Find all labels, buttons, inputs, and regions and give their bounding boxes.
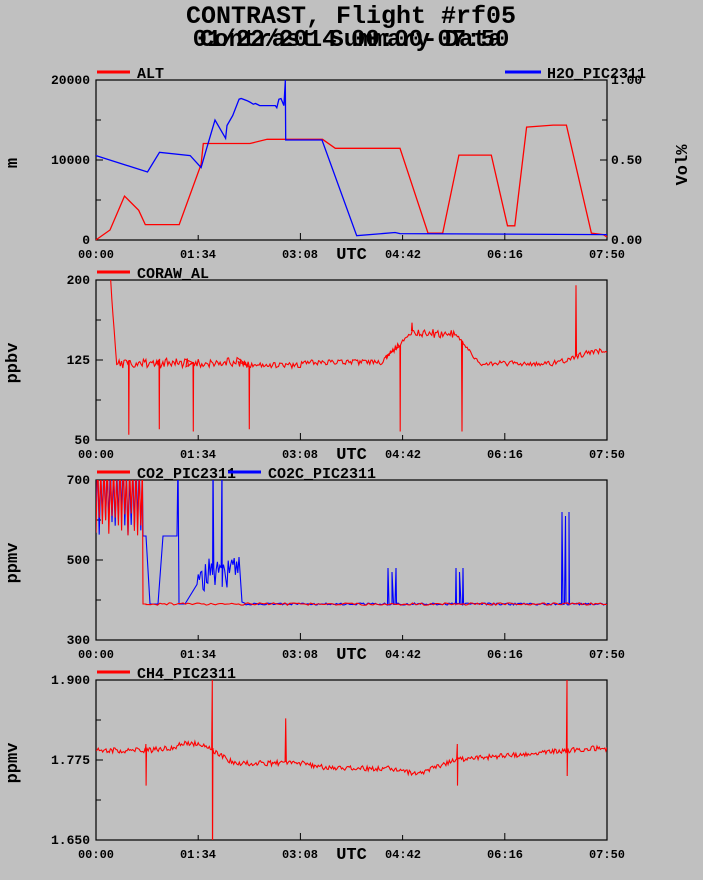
svg-text:CH4_PIC2311: CH4_PIC2311 — [137, 666, 236, 683]
svg-text:06:16: 06:16 — [487, 648, 523, 662]
svg-text:07:50: 07:50 — [589, 248, 625, 262]
svg-text:07:50: 07:50 — [589, 448, 625, 462]
svg-text:0.00: 0.00 — [611, 233, 642, 248]
svg-text:01:34: 01:34 — [180, 248, 216, 262]
svg-text:07:50: 07:50 — [589, 648, 625, 662]
svg-text:1.900: 1.900 — [51, 673, 90, 688]
svg-text:04:42: 04:42 — [385, 248, 421, 262]
svg-text:ppmv: ppmv — [4, 543, 23, 584]
svg-text:ppbv: ppbv — [4, 343, 23, 384]
svg-text:ALT: ALT — [137, 66, 164, 83]
svg-text:CO2_PIC2311: CO2_PIC2311 — [137, 466, 236, 483]
svg-text:H2O_PIC2311: H2O_PIC2311 — [547, 66, 646, 83]
svg-text:00:00: 00:00 — [78, 848, 114, 862]
svg-text:1.650: 1.650 — [51, 833, 90, 848]
svg-text:06:16: 06:16 — [487, 448, 523, 462]
svg-text:01:34: 01:34 — [180, 848, 216, 862]
svg-text:CORAW_AL: CORAW_AL — [137, 266, 209, 283]
svg-text:03:08: 03:08 — [282, 848, 318, 862]
svg-text:700: 700 — [67, 473, 91, 488]
svg-text:m: m — [4, 158, 23, 168]
svg-text:200: 200 — [67, 273, 91, 288]
svg-text:06:16: 06:16 — [487, 848, 523, 862]
svg-text:04:42: 04:42 — [385, 648, 421, 662]
svg-text:UTC: UTC — [336, 446, 367, 465]
svg-text:ppmv: ppmv — [4, 743, 23, 784]
svg-text:0.50: 0.50 — [611, 153, 642, 168]
svg-text:1.775: 1.775 — [51, 753, 90, 768]
svg-text:UTC: UTC — [336, 246, 367, 265]
svg-text:300: 300 — [67, 633, 91, 648]
svg-text:03:08: 03:08 — [282, 648, 318, 662]
svg-text:00:00: 00:00 — [78, 448, 114, 462]
svg-text:50: 50 — [74, 433, 90, 448]
svg-text:20000: 20000 — [51, 73, 90, 88]
svg-text:01:34: 01:34 — [180, 448, 216, 462]
svg-text:Vol%: Vol% — [674, 144, 693, 186]
svg-text:00:00: 00:00 — [78, 648, 114, 662]
svg-text:500: 500 — [67, 553, 91, 568]
svg-text:07:50: 07:50 — [589, 848, 625, 862]
svg-text:04:42: 04:42 — [385, 448, 421, 462]
svg-text:06:16: 06:16 — [487, 248, 523, 262]
svg-text:01:34: 01:34 — [180, 648, 216, 662]
svg-text:UTC: UTC — [336, 646, 367, 665]
svg-text:03:08: 03:08 — [282, 248, 318, 262]
svg-text:0: 0 — [82, 233, 90, 248]
svg-text:10000: 10000 — [51, 153, 90, 168]
svg-text:CO2C_PIC2311: CO2C_PIC2311 — [268, 466, 376, 483]
svg-text:04:42: 04:42 — [385, 848, 421, 862]
svg-text:00:00: 00:00 — [78, 248, 114, 262]
svg-text:Contrast Summary Data: Contrast Summary Data — [200, 27, 502, 54]
svg-text:03:08: 03:08 — [282, 448, 318, 462]
svg-text:UTC: UTC — [336, 846, 367, 865]
svg-text:125: 125 — [67, 353, 91, 368]
